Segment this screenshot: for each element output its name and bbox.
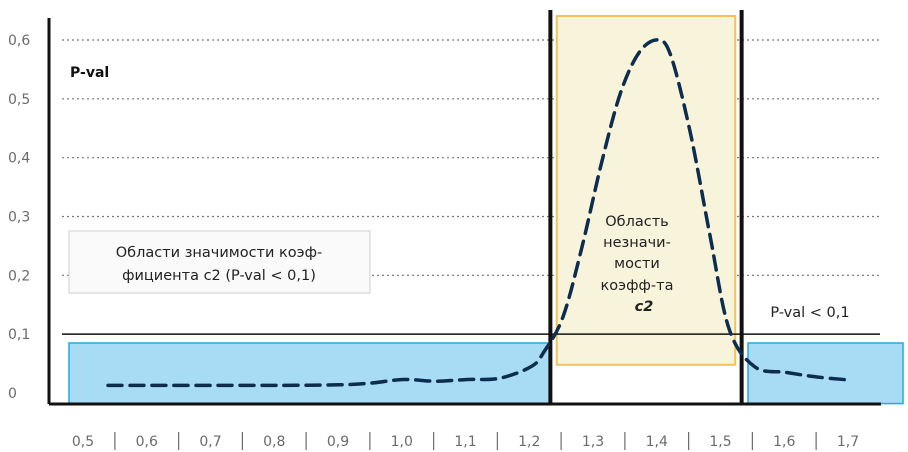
x-tick-label: 1,7: [837, 434, 859, 450]
insignificant-label-coef: c2: [635, 299, 654, 315]
x-tick-label: 0,5: [72, 434, 94, 450]
y-tick-label: 0,4: [8, 151, 30, 167]
x-tick-label: 1,2: [518, 434, 540, 450]
y-axis-ticks: 0 0,1 0,2 0,3 0,4 0,5 0,6: [8, 33, 30, 402]
legend-box-line-1: Области значимости коэф-: [116, 245, 323, 261]
y-tick-label: 0,2: [8, 268, 30, 284]
x-tick-label: 0,9: [327, 434, 349, 450]
x-tick-label: 0,7: [199, 434, 221, 450]
insignificant-label-line-3: мости: [614, 256, 660, 272]
legend-box-frame: [68, 230, 371, 294]
x-tick-label: 0,6: [136, 434, 158, 450]
y-tick-label: 0,1: [8, 327, 30, 343]
x-tick-label: 1,6: [773, 434, 795, 450]
insignificant-region-label: Область незначи- мости коэфф-та c2: [601, 214, 674, 315]
significant-region: [68, 342, 552, 405]
series-line-p-val: [106, 38, 852, 388]
significant-region: [747, 342, 904, 405]
insignificant-label-line-4: коэфф-та: [601, 278, 674, 294]
x-tick-label: 1,3: [582, 434, 604, 450]
y-tick-label: 0,3: [8, 210, 30, 226]
significance-legend-box: Области значимости коэф- фициента c2 (P-…: [68, 230, 371, 294]
y-tick-label: 0: [8, 386, 17, 402]
y-tick-label: 0,5: [8, 92, 30, 108]
x-tick-label: 1,5: [709, 434, 731, 450]
x-tick-label: 0,8: [263, 434, 285, 450]
threshold: P-val < 0,1: [62, 305, 880, 335]
insignificant-label-line-1: Область: [605, 214, 668, 230]
x-tick-label: 1,0: [391, 434, 413, 450]
threshold-label: P-val < 0,1: [770, 305, 849, 321]
y-axis-label: P-val: [70, 65, 109, 81]
x-tick-label: 1,1: [454, 434, 476, 450]
regions: [68, 15, 904, 405]
insignificant-region: [555, 15, 737, 366]
legend-box-line-2: фициента c2 (P-val < 0,1): [122, 268, 316, 284]
y-tick-label: 0,6: [8, 33, 30, 49]
x-axis-ticks: 0,5 0,6 0,7 0,8 0,9 1,0 1,1 1,2 1,3 1,4 1,5 1,6 1,7: [72, 432, 859, 450]
insignificant-label-line-2: незначи-: [603, 235, 671, 251]
x-tick-label: 1,4: [646, 434, 668, 450]
boundaries: [548, 10, 744, 404]
